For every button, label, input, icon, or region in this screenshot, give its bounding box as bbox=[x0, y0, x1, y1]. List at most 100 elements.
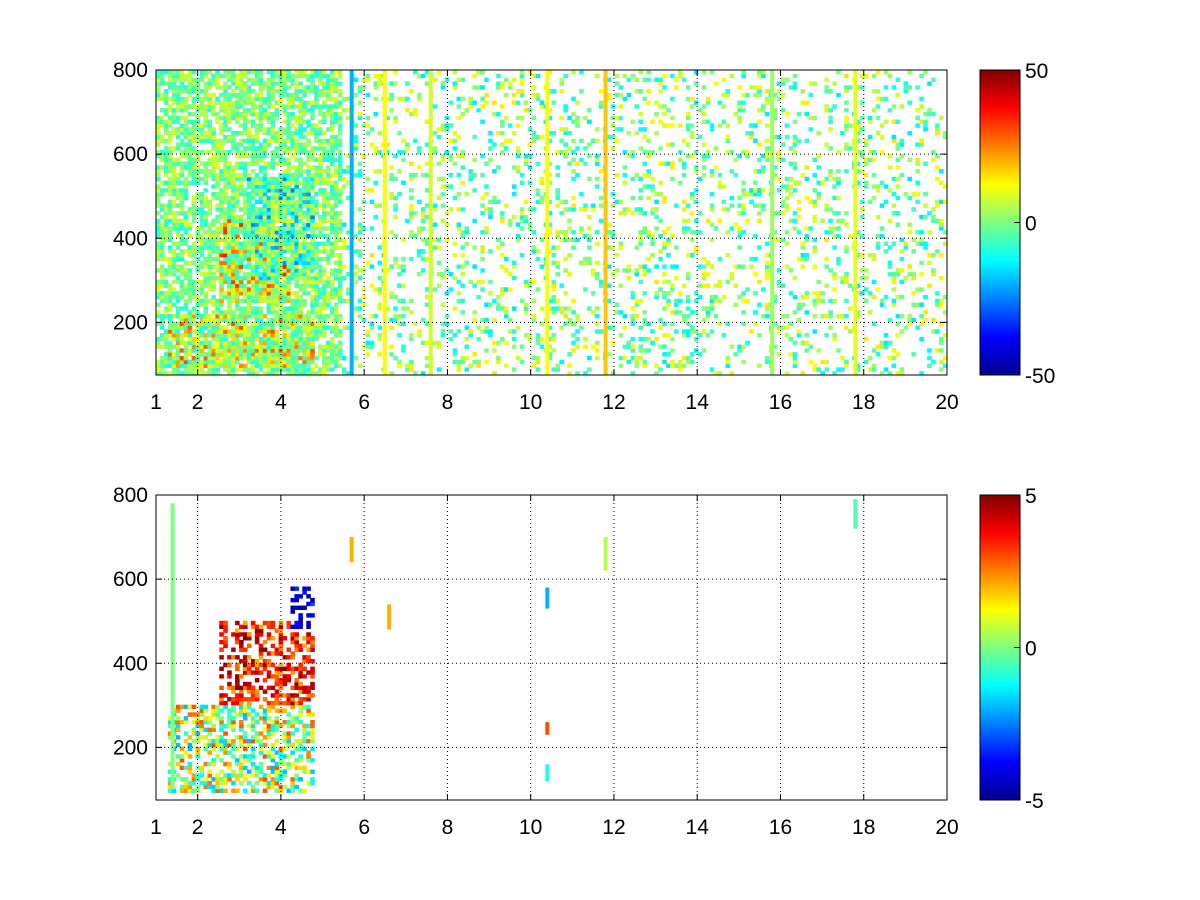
heatmap-cell bbox=[741, 70, 746, 75]
heatmap-cell bbox=[258, 233, 264, 239]
heatmap-cell bbox=[460, 283, 466, 288]
heatmap-cell bbox=[258, 340, 264, 346]
heatmap-cell bbox=[286, 230, 292, 235]
heatmap-cell bbox=[820, 298, 825, 304]
heatmap-cell bbox=[306, 275, 311, 281]
heatmap-cell bbox=[163, 371, 169, 375]
heatmap-cell bbox=[270, 321, 276, 327]
heatmap-cell bbox=[302, 253, 307, 258]
heatmap-cell bbox=[215, 233, 220, 239]
heatmap-cell bbox=[432, 104, 438, 109]
heatmap-cell bbox=[326, 237, 331, 243]
heatmap-cell bbox=[318, 165, 323, 170]
heatmap-cell bbox=[369, 127, 375, 132]
heatmap-cell bbox=[266, 81, 272, 86]
heatmap-cell bbox=[163, 131, 169, 136]
heatmap-cell bbox=[270, 192, 276, 197]
heatmap-cell bbox=[215, 367, 220, 372]
heatmap-cell bbox=[215, 245, 220, 250]
heatmap-cell bbox=[179, 233, 185, 239]
heatmap-cell bbox=[183, 371, 189, 375]
heatmap-cell bbox=[215, 371, 220, 375]
heatmap-cell bbox=[650, 233, 655, 239]
heatmap-cell bbox=[595, 127, 600, 132]
heatmap-cell bbox=[207, 314, 212, 319]
heatmap-cell bbox=[452, 359, 458, 365]
heatmap-cell bbox=[302, 233, 307, 239]
heatmap-cell bbox=[219, 230, 224, 235]
heatmap-cell bbox=[156, 153, 161, 159]
heatmap-cell bbox=[642, 230, 648, 235]
heatmap-cell bbox=[286, 317, 292, 323]
heatmap-cell bbox=[551, 336, 557, 342]
heatmap-cell bbox=[871, 367, 877, 372]
heatmap-cell bbox=[187, 180, 193, 185]
heatmap-cell bbox=[531, 317, 537, 323]
heatmap-cell bbox=[468, 176, 473, 182]
heatmap-cell bbox=[318, 157, 323, 163]
heatmap-cell bbox=[215, 226, 220, 231]
heatmap-cell bbox=[294, 222, 299, 227]
heatmap-cell bbox=[452, 195, 458, 201]
heatmap-cell bbox=[223, 275, 228, 281]
heatmap-cell bbox=[254, 73, 260, 79]
heatmap-cell bbox=[326, 363, 331, 368]
heatmap-cell bbox=[298, 256, 303, 262]
heatmap-cell bbox=[258, 241, 264, 246]
heatmap-cell bbox=[326, 157, 331, 163]
heatmap-cell bbox=[345, 169, 351, 174]
heatmap-cell bbox=[595, 348, 600, 353]
heatmap-cell bbox=[432, 287, 438, 292]
heatmap-cell bbox=[246, 245, 252, 250]
heatmap-cell bbox=[642, 127, 648, 132]
heatmap-cell bbox=[701, 157, 707, 163]
heatmap-cell bbox=[156, 188, 161, 193]
heatmap-cell bbox=[282, 237, 288, 243]
heatmap-cell bbox=[156, 123, 161, 128]
heatmap-cell bbox=[575, 100, 580, 105]
heatmap-cell bbox=[310, 165, 315, 170]
heatmap-cell bbox=[401, 268, 406, 273]
heatmap-cell bbox=[203, 325, 209, 330]
heatmap-cell bbox=[333, 157, 339, 163]
heatmap-cell bbox=[211, 287, 216, 292]
heatmap-cell bbox=[294, 306, 299, 311]
heatmap-cell bbox=[642, 96, 648, 102]
heatmap-cell bbox=[243, 172, 248, 178]
heatmap-cell bbox=[219, 340, 224, 346]
heatmap-cell bbox=[333, 165, 339, 170]
heatmap-cell bbox=[460, 233, 466, 239]
heatmap-cell bbox=[658, 119, 663, 124]
heatmap-cell bbox=[298, 108, 303, 113]
heatmap-cell bbox=[262, 245, 268, 250]
heatmap-cell bbox=[318, 302, 323, 307]
heatmap-cell bbox=[207, 355, 212, 361]
heatmap-cell bbox=[306, 207, 311, 212]
heatmap-cell bbox=[274, 195, 280, 201]
heatmap-cell bbox=[523, 310, 529, 315]
heatmap-cell bbox=[333, 310, 339, 315]
heatmap-cell bbox=[409, 256, 414, 262]
heatmap-cell bbox=[163, 119, 169, 124]
heatmap-cell bbox=[223, 153, 228, 159]
heatmap-cell bbox=[800, 172, 806, 178]
heatmap-cell bbox=[302, 279, 307, 285]
heatmap-cell bbox=[314, 85, 319, 90]
heatmap-cell bbox=[163, 81, 169, 86]
heatmap-cell bbox=[519, 81, 525, 86]
heatmap-cell bbox=[535, 249, 541, 254]
heatmap-cell bbox=[270, 207, 276, 212]
heatmap-cell bbox=[452, 253, 458, 258]
heatmap-cell bbox=[211, 77, 216, 83]
heatmap-cell bbox=[250, 329, 256, 334]
heatmap-cell bbox=[179, 371, 185, 375]
heatmap-cell bbox=[227, 230, 232, 235]
heatmap-cell bbox=[286, 70, 292, 75]
heatmap-cell bbox=[389, 317, 394, 323]
heatmap-cell bbox=[191, 279, 197, 285]
heatmap-cell bbox=[832, 333, 837, 338]
heatmap-cell bbox=[859, 233, 865, 239]
heatmap-cell bbox=[614, 138, 620, 144]
heatmap-cell bbox=[211, 108, 216, 113]
heatmap-cell bbox=[595, 306, 600, 311]
